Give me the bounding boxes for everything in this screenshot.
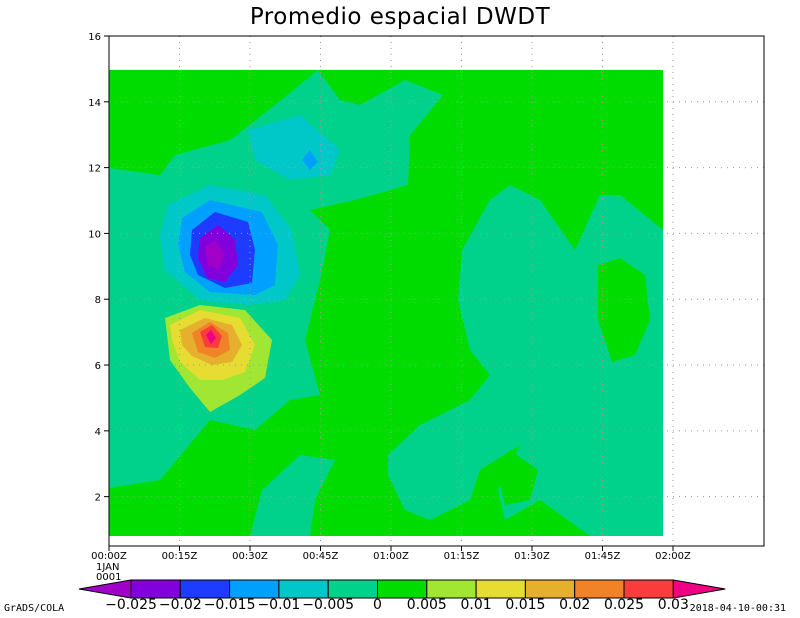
colorbar-box (278, 579, 329, 599)
colorbar-label: 0.005 (407, 597, 447, 613)
x-tick-label: 00:00Z (91, 551, 127, 562)
colorbar-label: −0.015 (204, 597, 256, 613)
x-tick-label: 01:15Z (444, 551, 480, 562)
colorbar-box (327, 579, 379, 599)
colorbar-label: −0.025 (105, 597, 157, 613)
colorbar-box (130, 579, 181, 599)
colorbar-box (623, 579, 674, 599)
colorbar-box (229, 579, 280, 599)
y-tick-label: 6 (95, 361, 101, 372)
colorbar-label: 0.03 (658, 597, 689, 613)
colorbar: −0.025 −0.02 −0.015 −0.01 −0.005 0 0.005 0.01 0.… (78, 579, 726, 613)
colorbar-label: 0.025 (604, 597, 644, 613)
y-tick-label: 8 (95, 295, 101, 306)
colorbar-box (524, 579, 576, 599)
x-tick-label: 01:45Z (585, 551, 621, 562)
x-tick-label: 01:30Z (514, 551, 550, 562)
y-tick-label: 16 (88, 32, 101, 43)
colorbar-label: 0.01 (461, 597, 492, 613)
colorbar-box (475, 579, 526, 599)
x-tick-label: 02:00Z (655, 551, 691, 562)
y-tick-label: 4 (95, 427, 101, 438)
colorbar-arrow-right (672, 579, 726, 599)
x-axis: 00:00Z 00:15Z 00:30Z 00:45Z 01:00Z 01:15Z 01:3… (91, 546, 691, 583)
colorbar-box (574, 579, 625, 599)
footer-timestamp: 2018-04-10-00:31 (689, 603, 786, 614)
plot-frame (108, 35, 765, 547)
band-zero-islands (495, 258, 650, 505)
chart-title: Promedio espacial DWDT (249, 4, 551, 30)
y-tick-label: 2 (95, 493, 101, 504)
colorbar-box (179, 579, 231, 599)
y-tick-label: 14 (88, 98, 101, 109)
y-tick-label: 10 (88, 229, 101, 240)
colorbar-label: 0 (373, 597, 382, 613)
colorbar-label: −0.02 (159, 597, 202, 613)
band-max (206, 330, 216, 344)
grid-lines (109, 36, 764, 546)
x-date-label: 0001 (96, 572, 121, 583)
x-date-label: 1JAN (96, 562, 119, 573)
x-tick-label: 00:45Z (303, 551, 339, 562)
colorbar-label: 0.015 (505, 597, 545, 613)
band-min (205, 240, 225, 270)
colorbar-box (426, 579, 477, 599)
colorbar-label: −0.01 (257, 597, 300, 613)
x-tick-label: 00:15Z (162, 551, 198, 562)
y-tick-label: 12 (88, 164, 101, 175)
colorbar-label: −0.005 (302, 597, 354, 613)
footer-credit: GrADS/COLA (4, 603, 65, 614)
x-tick-label: 01:00Z (373, 551, 409, 562)
colorbar-box (377, 579, 428, 599)
y-axis: 2 4 6 8 10 12 14 16 (88, 32, 109, 504)
colorbar-label: 0.02 (559, 597, 590, 613)
x-tick-label: 00:30Z (232, 551, 268, 562)
